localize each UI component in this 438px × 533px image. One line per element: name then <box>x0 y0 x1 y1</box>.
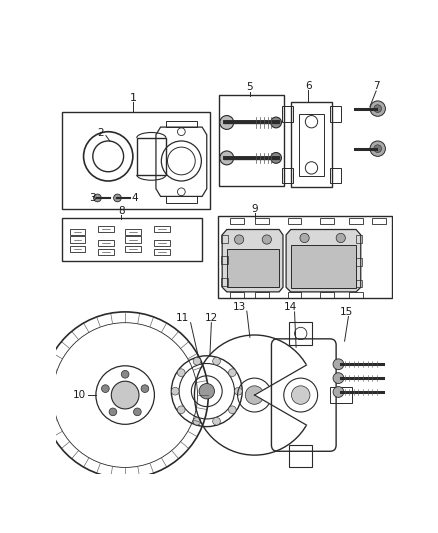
Circle shape <box>370 141 385 156</box>
Circle shape <box>94 194 101 202</box>
Bar <box>98 239 113 246</box>
Bar <box>282 106 293 122</box>
Text: 2: 2 <box>97 128 104 138</box>
Bar <box>291 102 332 187</box>
Text: 1: 1 <box>129 93 136 103</box>
Circle shape <box>220 151 234 165</box>
Bar <box>320 218 334 224</box>
Bar <box>299 114 324 175</box>
Bar <box>330 168 341 183</box>
Text: 8: 8 <box>118 206 124 216</box>
Bar <box>125 237 141 243</box>
Circle shape <box>220 116 234 130</box>
Circle shape <box>229 406 236 414</box>
Text: 13: 13 <box>233 302 246 312</box>
Bar <box>98 249 113 255</box>
Text: 9: 9 <box>251 205 258 214</box>
Circle shape <box>171 387 179 395</box>
Circle shape <box>300 233 309 243</box>
Text: 4: 4 <box>131 193 138 203</box>
Bar <box>221 256 228 264</box>
Circle shape <box>271 152 282 163</box>
Circle shape <box>333 359 344 370</box>
Circle shape <box>234 235 244 244</box>
Text: 7: 7 <box>373 80 379 91</box>
Polygon shape <box>286 230 361 292</box>
Bar <box>155 239 170 246</box>
Circle shape <box>262 235 272 244</box>
Circle shape <box>370 101 385 116</box>
Bar <box>70 237 85 243</box>
Bar <box>372 218 386 224</box>
Circle shape <box>333 386 344 398</box>
Bar <box>291 245 356 288</box>
Circle shape <box>113 194 121 202</box>
Bar <box>330 387 352 403</box>
Text: 10: 10 <box>72 390 85 400</box>
Text: 5: 5 <box>247 82 253 92</box>
Circle shape <box>336 233 346 243</box>
Circle shape <box>102 385 109 392</box>
Bar <box>98 225 113 232</box>
Bar <box>320 292 334 298</box>
Bar <box>255 292 269 298</box>
Bar <box>356 235 362 243</box>
Circle shape <box>213 417 220 425</box>
Bar <box>356 258 362 265</box>
Bar <box>221 235 228 243</box>
Bar <box>155 249 170 255</box>
Circle shape <box>199 384 215 399</box>
Circle shape <box>177 369 185 376</box>
Text: 11: 11 <box>176 313 190 323</box>
Bar <box>62 112 210 209</box>
Bar <box>255 218 269 224</box>
Circle shape <box>111 381 139 409</box>
Circle shape <box>109 408 117 416</box>
Circle shape <box>121 370 129 378</box>
Text: 14: 14 <box>284 302 297 312</box>
Circle shape <box>134 408 141 416</box>
Circle shape <box>177 406 185 414</box>
Bar <box>330 106 341 122</box>
Text: 3: 3 <box>89 193 96 203</box>
Circle shape <box>333 373 344 384</box>
Text: 12: 12 <box>205 313 218 323</box>
Circle shape <box>193 357 201 365</box>
Bar <box>219 95 284 185</box>
Bar <box>288 292 301 298</box>
Bar <box>289 445 312 467</box>
Circle shape <box>213 357 220 365</box>
Bar <box>288 218 301 224</box>
Polygon shape <box>222 230 283 292</box>
Bar <box>218 216 392 298</box>
Wedge shape <box>254 364 316 426</box>
Bar <box>125 246 141 252</box>
Circle shape <box>374 145 381 152</box>
Text: 6: 6 <box>305 80 312 91</box>
Circle shape <box>141 385 149 392</box>
Bar <box>230 218 244 224</box>
Bar <box>221 278 228 286</box>
Circle shape <box>193 417 201 425</box>
Circle shape <box>245 386 264 405</box>
Bar <box>137 138 166 175</box>
Bar <box>349 218 363 224</box>
Circle shape <box>291 386 310 405</box>
Bar <box>227 249 279 287</box>
Bar <box>230 292 244 298</box>
Text: 15: 15 <box>340 307 353 317</box>
Bar <box>349 292 363 298</box>
Bar <box>70 229 85 235</box>
Bar <box>125 229 141 235</box>
Circle shape <box>234 387 242 395</box>
Circle shape <box>229 369 236 376</box>
Circle shape <box>271 117 282 128</box>
Bar <box>289 322 312 345</box>
Bar <box>70 246 85 252</box>
Bar <box>282 168 293 183</box>
Bar <box>62 218 202 261</box>
Bar <box>155 225 170 232</box>
Circle shape <box>374 105 381 112</box>
Bar <box>356 280 362 287</box>
